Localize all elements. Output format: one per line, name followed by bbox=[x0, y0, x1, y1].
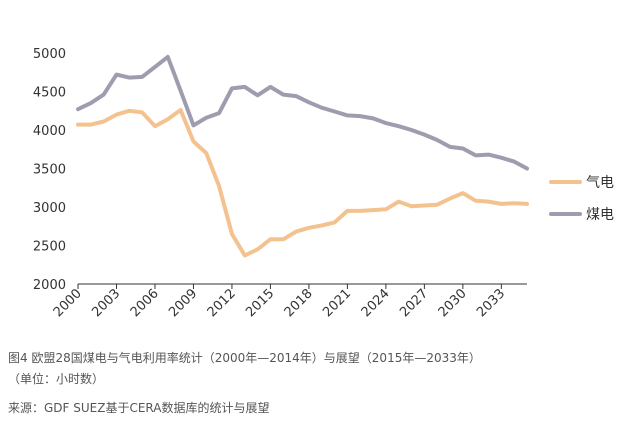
series-line-0 bbox=[76, 108, 529, 258]
x-tick-label: 2009 bbox=[166, 286, 200, 320]
x-tick-label: 2012 bbox=[205, 286, 239, 320]
x-tick-label: 2021 bbox=[320, 286, 354, 320]
y-tick-label: 2000 bbox=[33, 278, 66, 293]
x-tick-label: 2015 bbox=[243, 286, 277, 320]
x-tick-label: 2027 bbox=[397, 286, 431, 320]
legend-label-0: 气电 bbox=[586, 175, 614, 191]
figure-caption: 图4 欧盟28国煤电与气电利用率统计（2000年—2014年）与展望（2015年… bbox=[8, 351, 481, 365]
y-tick-label: 3000 bbox=[33, 201, 66, 216]
x-tick-label: 2030 bbox=[436, 286, 470, 320]
y-tick-label: 4500 bbox=[33, 86, 66, 101]
y-tick-label: 4000 bbox=[33, 124, 66, 139]
y-tick-label: 3500 bbox=[33, 163, 66, 178]
x-tick-label: 2006 bbox=[128, 286, 162, 320]
chart-series bbox=[76, 54, 529, 258]
x-tick-label: 2018 bbox=[282, 286, 316, 320]
x-tick-label: 2024 bbox=[359, 286, 393, 320]
series-line-1 bbox=[76, 54, 529, 171]
legend-label-1: 煤电 bbox=[586, 207, 614, 223]
x-tick-label: 2033 bbox=[474, 286, 508, 320]
y-tick-label: 5000 bbox=[33, 47, 66, 62]
y-tick-label: 2500 bbox=[33, 240, 66, 255]
figure-unit-note: （单位：小时数） bbox=[8, 372, 105, 386]
figure-source: 来源：GDF SUEZ基于CERA数据库的统计与展望 bbox=[8, 401, 270, 415]
x-tick-label: 2003 bbox=[89, 286, 123, 320]
